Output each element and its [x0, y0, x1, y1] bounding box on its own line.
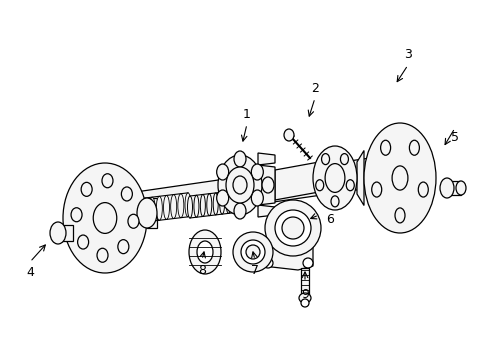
Text: 5: 5: [450, 131, 458, 144]
Ellipse shape: [137, 198, 157, 228]
Ellipse shape: [163, 195, 169, 219]
Ellipse shape: [189, 230, 221, 274]
Ellipse shape: [330, 196, 338, 207]
Ellipse shape: [380, 140, 390, 155]
Ellipse shape: [312, 146, 356, 210]
Ellipse shape: [303, 258, 312, 268]
Ellipse shape: [93, 203, 117, 233]
Ellipse shape: [315, 180, 323, 191]
Ellipse shape: [218, 155, 262, 215]
Ellipse shape: [78, 235, 88, 249]
Ellipse shape: [206, 194, 211, 216]
Polygon shape: [444, 181, 460, 195]
Polygon shape: [356, 150, 363, 206]
Ellipse shape: [71, 208, 82, 222]
Polygon shape: [115, 158, 369, 225]
Ellipse shape: [282, 217, 304, 239]
Ellipse shape: [363, 123, 435, 233]
Ellipse shape: [232, 176, 246, 194]
Ellipse shape: [118, 240, 129, 254]
Text: 8: 8: [198, 264, 205, 276]
Ellipse shape: [225, 167, 253, 203]
Ellipse shape: [251, 164, 263, 180]
Ellipse shape: [142, 198, 148, 222]
Ellipse shape: [200, 194, 205, 216]
Ellipse shape: [439, 178, 453, 198]
Ellipse shape: [234, 203, 245, 219]
Ellipse shape: [417, 182, 427, 197]
Text: 4: 4: [26, 265, 34, 279]
Polygon shape: [56, 225, 73, 241]
Text: 2: 2: [310, 81, 318, 94]
Ellipse shape: [301, 299, 308, 307]
Ellipse shape: [178, 194, 183, 218]
Ellipse shape: [262, 177, 273, 193]
Ellipse shape: [394, 208, 404, 223]
Ellipse shape: [284, 129, 293, 141]
Polygon shape: [190, 190, 235, 218]
Ellipse shape: [219, 192, 224, 214]
Polygon shape: [145, 193, 187, 222]
Ellipse shape: [156, 196, 162, 220]
Ellipse shape: [298, 293, 310, 303]
Polygon shape: [301, 268, 308, 296]
Ellipse shape: [234, 151, 245, 167]
Ellipse shape: [371, 182, 381, 197]
Polygon shape: [263, 238, 312, 270]
Ellipse shape: [56, 225, 66, 241]
Ellipse shape: [128, 214, 139, 228]
Ellipse shape: [121, 187, 132, 201]
Ellipse shape: [184, 193, 191, 217]
Polygon shape: [258, 165, 274, 205]
Ellipse shape: [102, 174, 113, 188]
Polygon shape: [258, 205, 274, 217]
Text: 1: 1: [243, 108, 250, 121]
Ellipse shape: [391, 166, 407, 190]
Ellipse shape: [408, 140, 419, 155]
Ellipse shape: [325, 163, 344, 192]
Polygon shape: [147, 198, 157, 228]
Ellipse shape: [232, 190, 237, 213]
Ellipse shape: [232, 232, 272, 272]
Ellipse shape: [241, 240, 264, 264]
Ellipse shape: [81, 183, 92, 196]
Ellipse shape: [194, 195, 199, 217]
Ellipse shape: [321, 154, 329, 165]
Ellipse shape: [213, 193, 218, 215]
Ellipse shape: [251, 190, 263, 206]
Polygon shape: [258, 153, 274, 165]
Text: 3: 3: [403, 49, 411, 62]
Text: 7: 7: [250, 264, 259, 276]
Text: 9: 9: [301, 288, 308, 301]
Ellipse shape: [245, 245, 260, 259]
Text: 6: 6: [325, 213, 333, 226]
Ellipse shape: [63, 163, 147, 273]
Ellipse shape: [340, 154, 348, 165]
Ellipse shape: [216, 164, 228, 180]
Ellipse shape: [455, 181, 465, 195]
Ellipse shape: [274, 210, 310, 246]
Polygon shape: [274, 160, 329, 200]
Ellipse shape: [187, 196, 192, 218]
Ellipse shape: [97, 248, 108, 262]
Ellipse shape: [346, 180, 353, 191]
Ellipse shape: [170, 194, 176, 219]
Ellipse shape: [149, 197, 155, 221]
Ellipse shape: [197, 241, 213, 263]
Ellipse shape: [216, 190, 228, 206]
Ellipse shape: [50, 222, 66, 244]
Ellipse shape: [264, 200, 320, 256]
Ellipse shape: [263, 258, 272, 268]
Ellipse shape: [225, 192, 231, 213]
